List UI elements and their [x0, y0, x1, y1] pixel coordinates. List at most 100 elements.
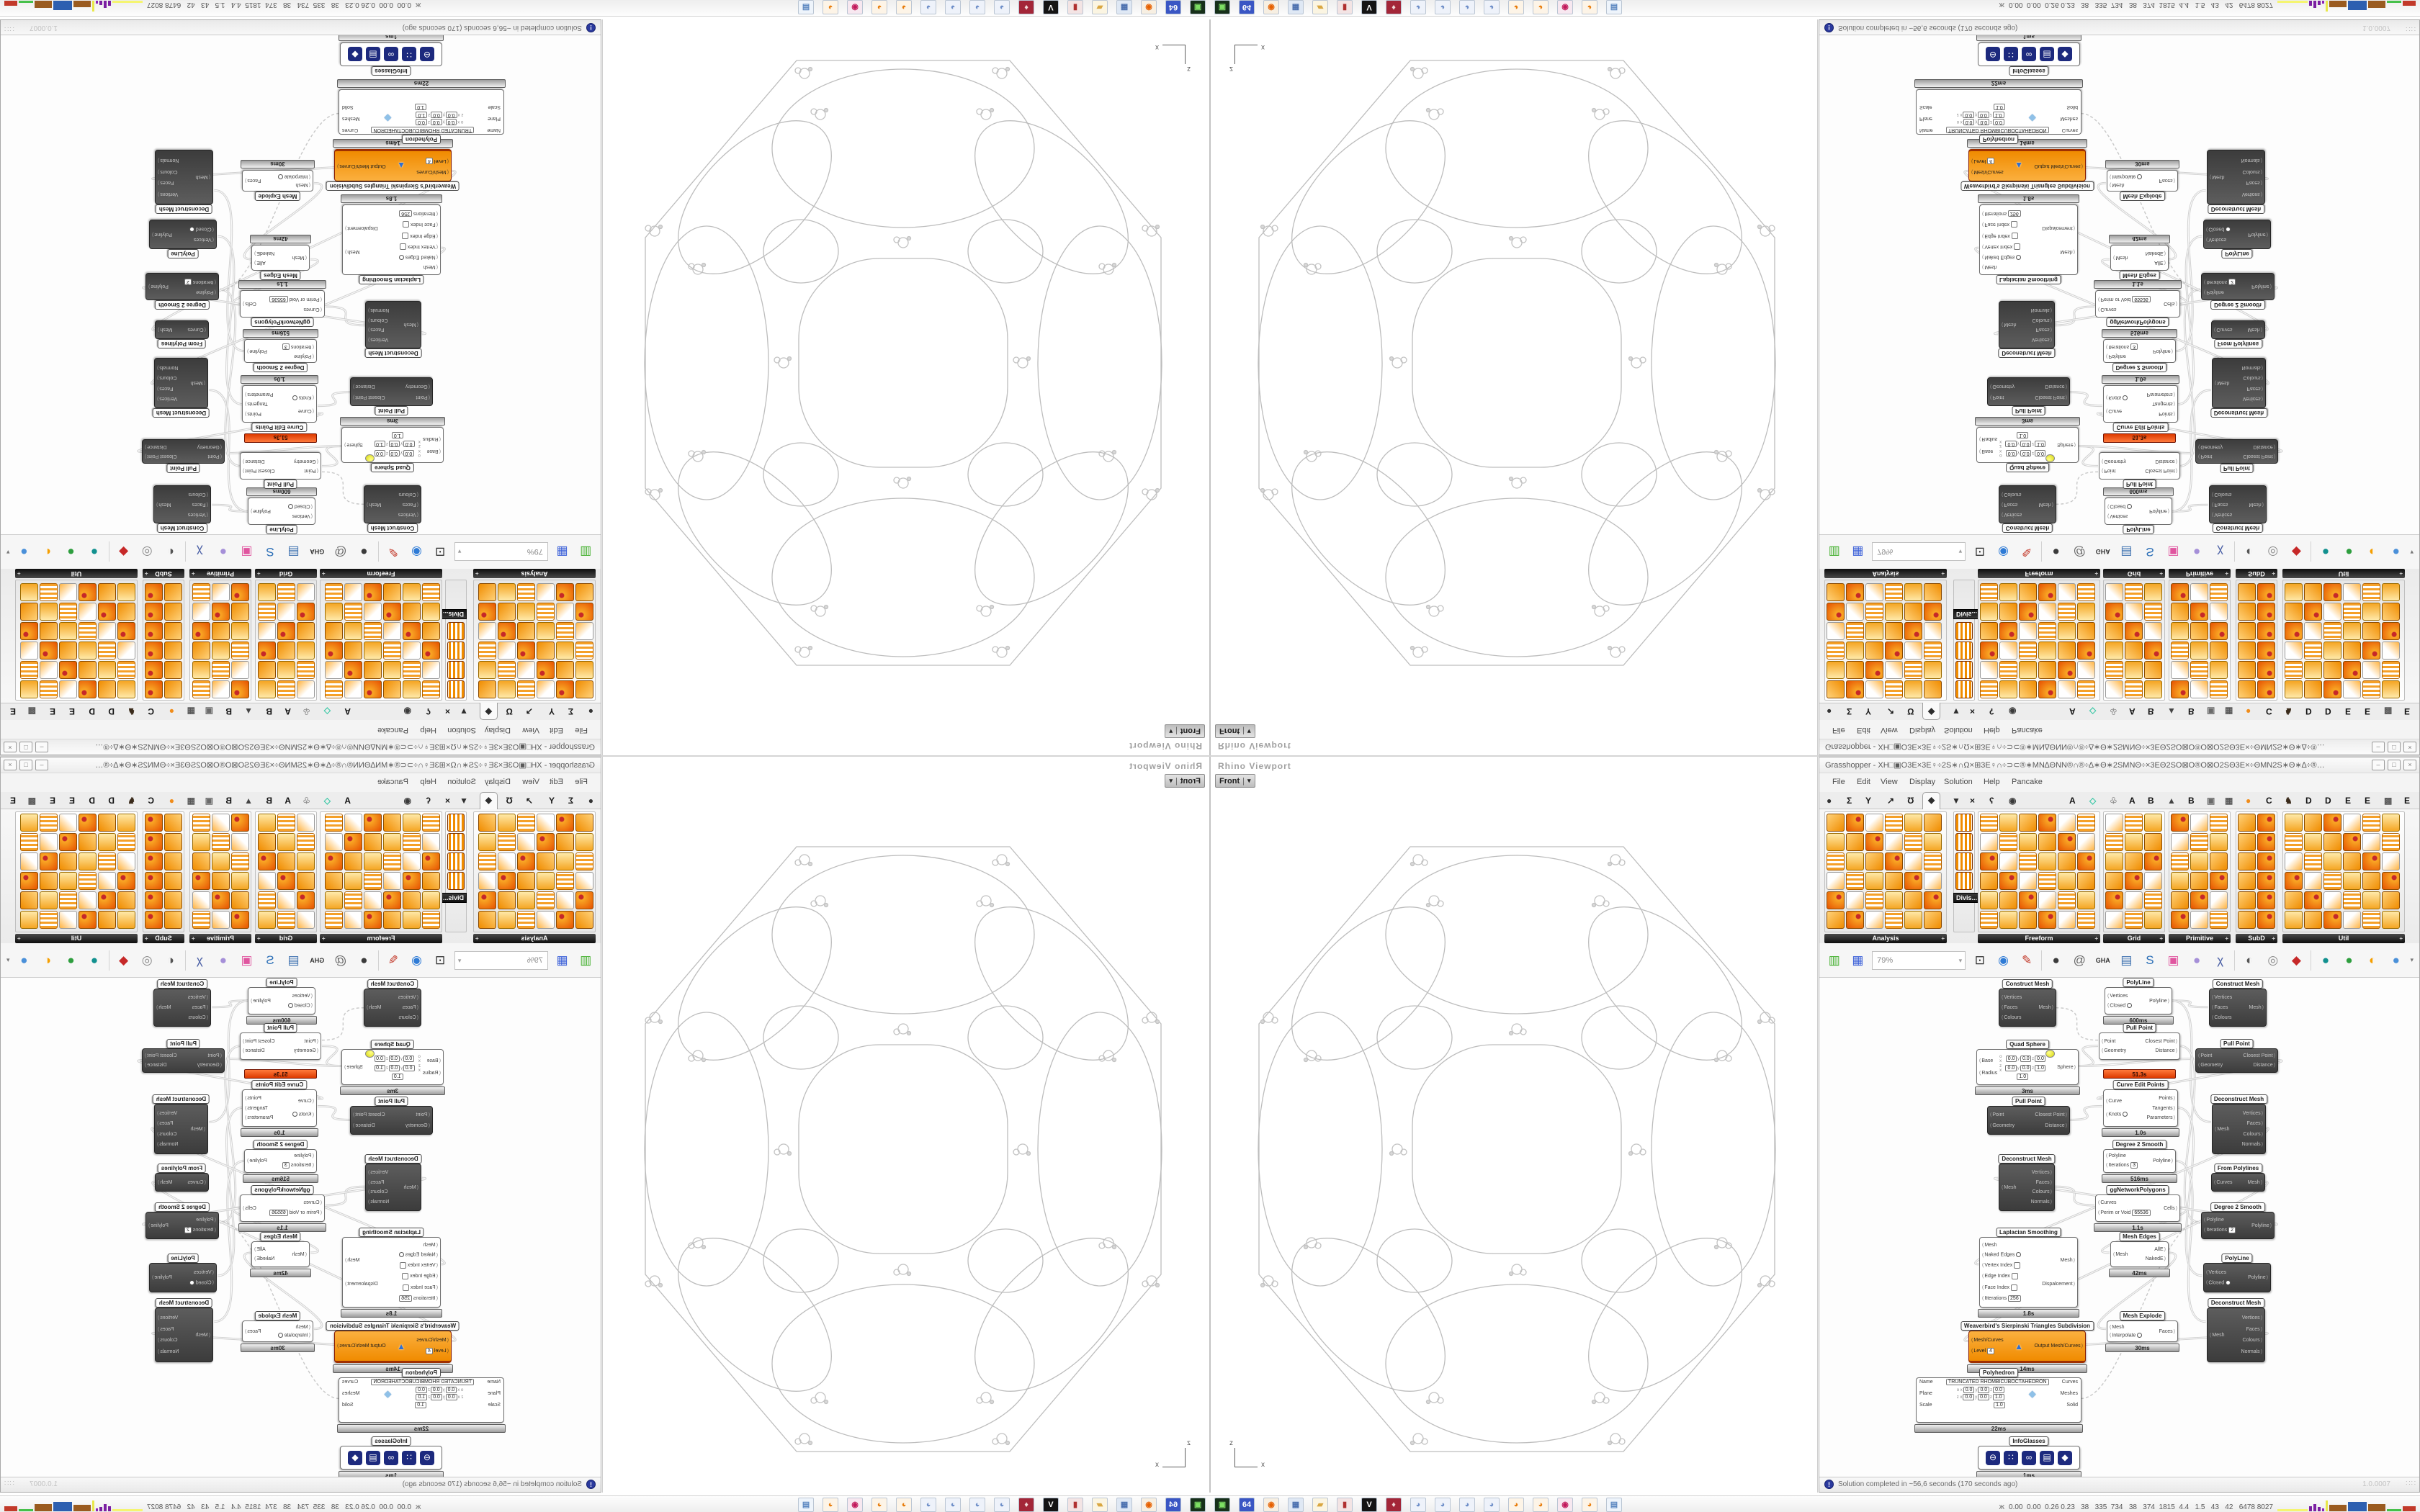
palette-icon[interactable]: [297, 852, 315, 870]
value-box[interactable]: 0.0: [430, 119, 442, 125]
palette-icon[interactable]: [2382, 583, 2400, 601]
output-port[interactable]: Solid: [342, 104, 354, 109]
output-port[interactable]: Colours: [2241, 169, 2262, 174]
menu-item-edit[interactable]: Edit: [550, 726, 563, 734]
palette-icon[interactable]: [1865, 891, 1883, 909]
value-box[interactable]: 0.0: [403, 1056, 415, 1062]
value-box[interactable]: 2: [184, 1227, 192, 1233]
preview-eye-button[interactable]: ◉: [1998, 545, 2009, 559]
palette-group-label[interactable]: Freeform +: [320, 569, 442, 578]
palette-icon[interactable]: [1980, 661, 1998, 679]
input-port[interactable]: Interpolate: [277, 1332, 310, 1338]
viewport-canvas[interactable]: [601, 19, 1209, 755]
sketch-pen-button[interactable]: ✎: [2021, 545, 2033, 559]
toggle-port[interactable]: [277, 1332, 283, 1338]
toggle-port[interactable]: [277, 174, 283, 180]
value-box[interactable]: [402, 1273, 409, 1280]
palette-icon[interactable]: [277, 814, 295, 832]
tab-plugin-a2[interactable]: A: [2129, 706, 2136, 716]
palette-icon[interactable]: [231, 872, 249, 890]
palette-icon[interactable]: [498, 661, 516, 679]
gh-node-pull-point[interactable]: PointGeometryClosest PointDistance: [2099, 452, 2180, 480]
input-port[interactable]: Vertices: [2107, 513, 2132, 518]
palette-icon[interactable]: [2362, 852, 2380, 870]
palette-icon[interactable]: [117, 852, 135, 870]
input-port[interactable]: Geometry: [405, 384, 430, 389]
palette-icon[interactable]: [2285, 661, 2303, 679]
palette-icon[interactable]: [2038, 852, 2056, 870]
input-port[interactable]: Name: [487, 1380, 501, 1385]
output-port[interactable]: Distance: [2145, 459, 2177, 464]
input-port[interactable]: Scale: [1919, 1403, 1932, 1408]
output-port[interactable]: Mesh: [2039, 1005, 2053, 1010]
palette-icon[interactable]: [2238, 680, 2256, 698]
input-port[interactable]: Geometry: [294, 1048, 318, 1053]
palette-icon[interactable]: [1846, 872, 1864, 890]
app-console[interactable]: ▣: [1190, 0, 1206, 15]
input-port[interactable]: Vertices: [2002, 512, 2022, 517]
palette-icon[interactable]: [2125, 603, 2143, 621]
palette-icon[interactable]: [2210, 622, 2228, 640]
close-button[interactable]: ×: [2403, 742, 2416, 752]
output-port[interactable]: Colours: [158, 169, 179, 174]
value-box[interactable]: 0.0: [1993, 1387, 2004, 1393]
open-file-button[interactable]: ▥: [1828, 953, 1840, 967]
palette-group-label[interactable]: SubD +: [2236, 934, 2277, 943]
input-port[interactable]: Geometry: [2198, 444, 2223, 449]
palette-icon[interactable]: [2125, 833, 2143, 851]
palette-icon[interactable]: [2125, 891, 2143, 909]
tab-plugin-d1[interactable]: D: [2305, 796, 2312, 806]
palette-icon[interactable]: [2210, 680, 2228, 698]
tab-plugin-mountain[interactable]: ▲: [244, 796, 253, 806]
app-console[interactable]: ▣: [1214, 1497, 1230, 1512]
palette-icon[interactable]: [403, 814, 421, 832]
palette-icon[interactable]: [1904, 911, 1922, 929]
tab-intersect[interactable]: ×: [444, 796, 450, 806]
menu-item-pancake[interactable]: Pancake: [377, 778, 408, 786]
value-box[interactable]: 0.0: [430, 1387, 442, 1393]
input-port[interactable]: Mesh: [404, 1185, 418, 1190]
palette-icon[interactable]: [2257, 680, 2275, 698]
gh-node-pull-point[interactable]: PointGeometryClosest PointDistance: [2195, 439, 2278, 464]
input-port[interactable]: Curves: [2098, 1200, 2151, 1205]
palette-group-label[interactable]: Grid +: [2103, 569, 2165, 578]
palette-icon[interactable]: [403, 911, 421, 929]
expand-icon[interactable]: +: [192, 935, 195, 942]
torus-button[interactable]: ◎: [2267, 545, 2279, 559]
palette-icon[interactable]: [2304, 583, 2322, 601]
chevron-down-icon[interactable]: ▾: [457, 548, 462, 556]
tab-plugin-b2[interactable]: B: [225, 706, 232, 716]
tab-plugin-e1[interactable]: E: [2345, 796, 2352, 806]
output-port[interactable]: Faces: [2241, 180, 2262, 185]
palette-icon[interactable]: [2058, 852, 2076, 870]
output-port[interactable]: Tangents: [2146, 402, 2175, 407]
output-port[interactable]: Cells: [243, 302, 256, 307]
palette-group-label[interactable]: Util +: [15, 934, 138, 943]
input-port[interactable]: Scale: [488, 104, 501, 109]
output-port[interactable]: Vertices: [2242, 1111, 2263, 1116]
gh-node-construct-mesh[interactable]: VerticesFacesColoursMesh: [1999, 485, 2056, 523]
value-box[interactable]: 1.0: [2035, 441, 2046, 447]
palette-icon[interactable]: [2144, 911, 2162, 929]
palette-icon[interactable]: [1846, 583, 1864, 601]
palette-icon[interactable]: [277, 622, 295, 640]
palette-icon[interactable]: [1865, 661, 1883, 679]
value-box[interactable]: 0.0: [403, 1065, 415, 1071]
output-port[interactable]: Distance: [2145, 1048, 2177, 1053]
output-port[interactable]: Mesh: [367, 1005, 381, 1010]
palette-icon[interactable]: [2362, 583, 2380, 601]
input-port[interactable]: Mesh: [196, 175, 210, 180]
palette-icon[interactable]: [383, 872, 401, 890]
palette-icon[interactable]: [364, 622, 382, 640]
grasshopper-canvas[interactable]: VerticesFacesColoursMeshConstruct MeshBa…: [1, 978, 601, 1477]
output-port[interactable]: Normals: [368, 307, 389, 312]
palette-icon[interactable]: [478, 833, 496, 851]
palette-icon[interactable]: [277, 680, 295, 698]
app-paint-4[interactable]: ◕: [1484, 0, 1500, 15]
palette-icon[interactable]: [403, 583, 421, 601]
minimize-button[interactable]: –: [2372, 742, 2385, 752]
palette-icon[interactable]: [1827, 583, 1845, 601]
search-s-button[interactable]: S: [2146, 953, 2154, 967]
output-port[interactable]: Faces: [157, 386, 178, 391]
tab-plugin-d1[interactable]: D: [2305, 706, 2312, 716]
